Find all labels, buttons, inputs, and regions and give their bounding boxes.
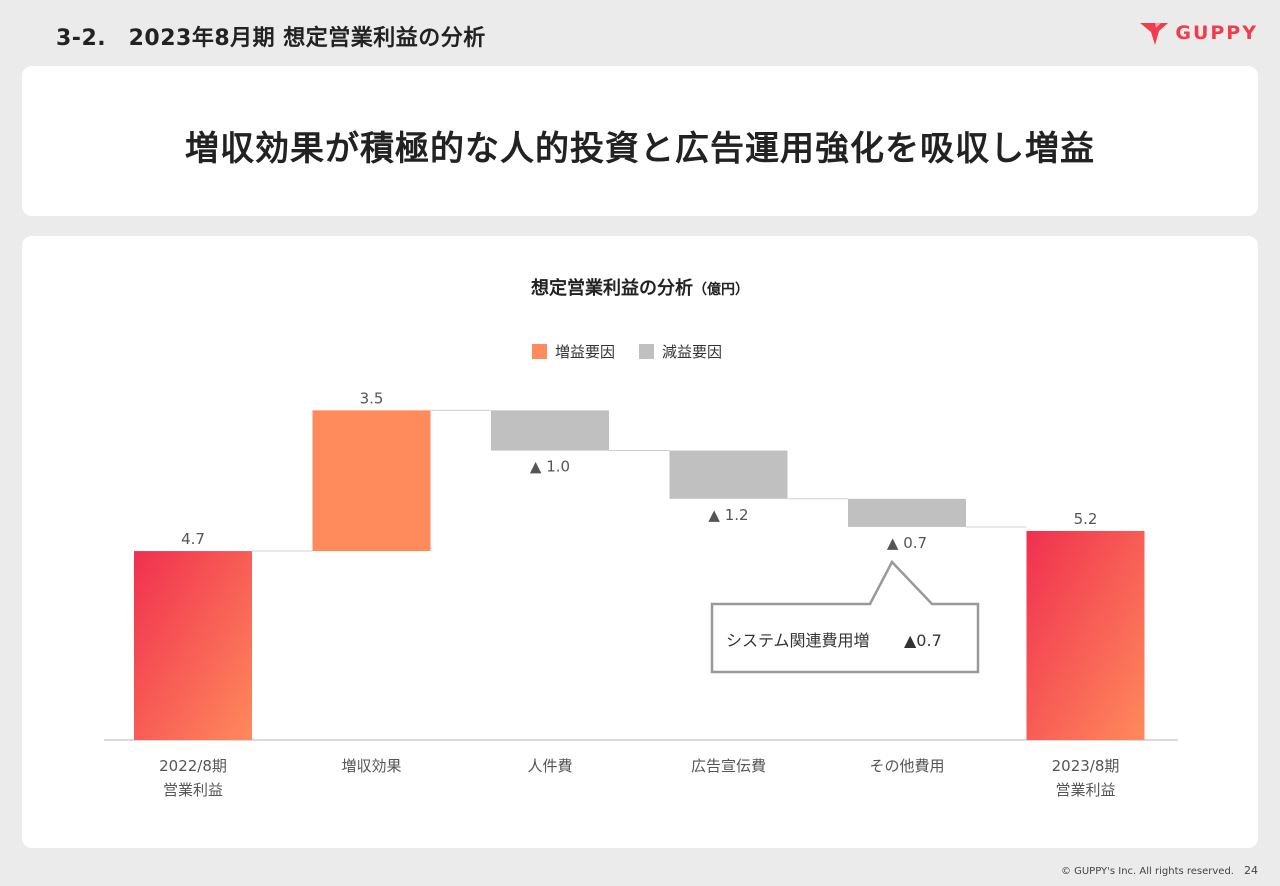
data-label-2: ▲ 1.0 (530, 458, 570, 476)
tick-label-5: 2023/8期 (1052, 757, 1120, 775)
legend-item-increase: 増益要因 (532, 341, 615, 362)
logo-text: GUPPY (1175, 22, 1258, 44)
tick-label-3: 広告宣伝費 (691, 757, 766, 775)
data-label-4: ▲ 0.7 (887, 534, 927, 552)
chart-title-text: 想定営業利益の分析 (531, 278, 693, 299)
headline: 増収効果が積極的な人的投資と広告運用強化を吸収し増益 (185, 129, 1095, 169)
annotation-value: ▲0.7 (904, 631, 942, 650)
bar-5 (1026, 530, 1145, 740)
data-label-3: ▲ 1.2 (708, 506, 748, 524)
chart-title: 想定営業利益の分析（億円） (22, 274, 1258, 300)
tick-label-0-1: 営業利益 (163, 781, 223, 799)
chart-panel: 想定営業利益の分析（億円） 増益要因 減益要因 4.7 2022/8期 営業利益 3.… (22, 236, 1258, 848)
page-header-title: 3-2. 2023年8月期 想定営業利益の分析 (56, 26, 486, 51)
legend-label-decrease: 減益要因 (662, 343, 723, 361)
data-label-1: 3.5 (360, 389, 384, 407)
guppy-logo: GUPPY (1139, 20, 1258, 46)
data-label-0: 4.7 (181, 530, 205, 548)
tick-label-5-1: 営業利益 (1055, 781, 1115, 799)
legend-swatch-increase (532, 344, 547, 359)
chart-legend: 増益要因 減益要因 (532, 341, 722, 362)
tick-label-2: 人件費 (527, 757, 572, 775)
copyright-text: © GUPPY's Inc. All rights reserved. (1060, 866, 1234, 877)
tick-label-4: その他費用 (869, 757, 944, 775)
bar-0 (134, 551, 252, 740)
footer: © GUPPY's Inc. All rights reserved. 24 (1061, 864, 1258, 877)
data-label-5: 5.2 (1074, 510, 1098, 528)
legend-swatch-decrease (639, 344, 655, 359)
legend-label-increase: 増益要因 (555, 343, 616, 361)
bar-1 (312, 410, 431, 552)
bar-2 (491, 410, 609, 451)
annotation-callout (710, 559, 980, 674)
tick-label-0: 2022/8期 (159, 757, 227, 775)
page-number: 24 (1244, 864, 1258, 877)
annotation-text: システム関連費用増 (726, 631, 870, 650)
legend-item-decrease: 減益要因 (639, 341, 722, 362)
bar-4 (848, 498, 966, 527)
guppy-fish-icon (1140, 23, 1169, 45)
tick-label-1: 増収効果 (341, 757, 401, 775)
bar-3 (669, 450, 788, 499)
chart-unit-label: （億円） (693, 282, 749, 298)
headline-panel: 増収効果が積極的な人的投資と広告運用強化を吸収し増益 (22, 66, 1258, 216)
